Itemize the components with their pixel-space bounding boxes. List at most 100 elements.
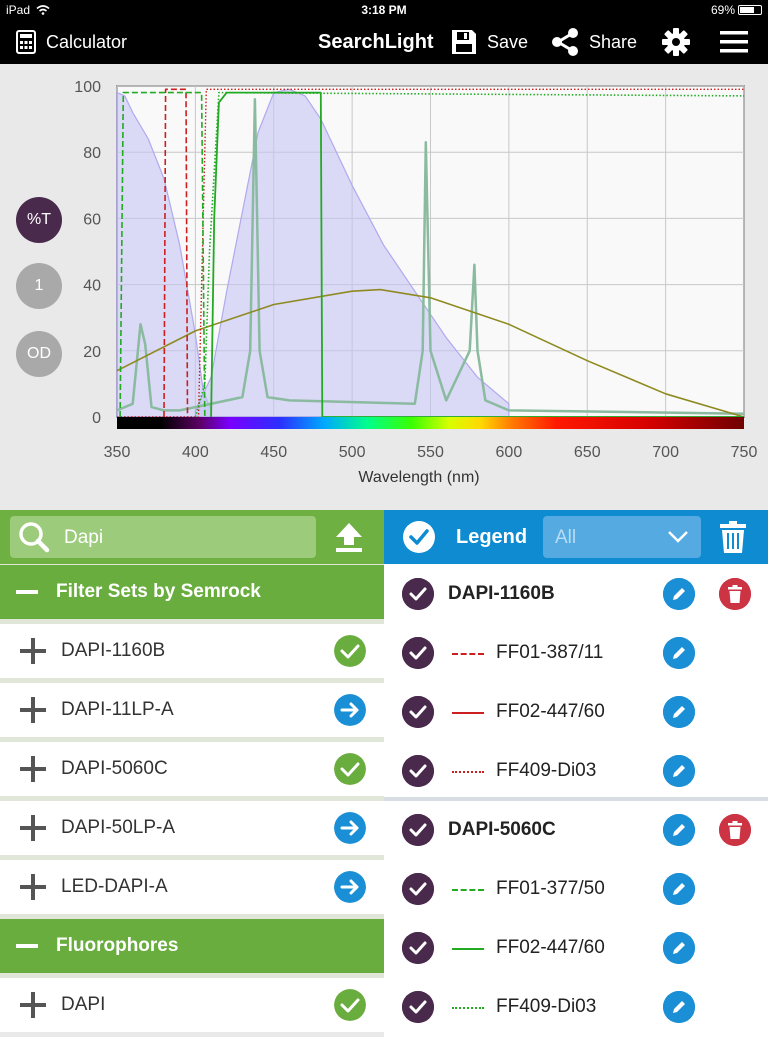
gear-icon <box>662 28 690 56</box>
legend-header: Legend All <box>384 510 768 564</box>
result-row[interactable]: DAPI-1160B <box>0 624 384 678</box>
line-style-swatch <box>452 889 484 891</box>
x-tick-label: 550 <box>417 444 444 461</box>
edit-pencil-icon[interactable] <box>663 814 695 846</box>
arrow-right-icon[interactable] <box>334 871 366 903</box>
expand-icon[interactable] <box>20 992 46 1018</box>
legend-item-label: FF02-447/60 <box>496 701 605 722</box>
delete-trash-icon[interactable] <box>719 578 751 610</box>
visibility-check-icon[interactable] <box>402 755 434 787</box>
series-blackbody <box>116 288 745 418</box>
normalized-mode-button[interactable]: 1 <box>16 263 62 309</box>
spectrum-chart[interactable]: 350 400 450 500 550 600 650 700 750 0 20 40 60 80 100… <box>0 64 768 510</box>
visibility-check-icon[interactable] <box>402 578 434 610</box>
transmission-mode-button[interactable]: %T <box>16 197 62 243</box>
legend-item-row: FF02-447/60 <box>384 683 768 742</box>
series-green-dashed <box>119 91 206 418</box>
edit-pencil-icon[interactable] <box>663 932 695 964</box>
result-row[interactable]: DAPI-11LP-A <box>0 683 384 737</box>
x-tick-label: 350 <box>104 444 131 461</box>
od-mode-button[interactable]: OD <box>16 331 62 377</box>
expand-icon[interactable] <box>20 874 46 900</box>
save-label: Save <box>487 31 529 52</box>
visibility-check-icon[interactable] <box>402 637 434 669</box>
wifi-icon <box>36 5 50 15</box>
legend-item-row: FF01-377/50 <box>384 860 768 919</box>
search-icon <box>19 522 50 553</box>
edit-pencil-icon[interactable] <box>663 991 695 1023</box>
clock: 3:18 PM <box>361 3 407 17</box>
result-label: DAPI-5060C <box>61 758 168 779</box>
calculator-button[interactable]: Calculator <box>16 20 127 64</box>
share-icon <box>552 28 578 56</box>
search-input[interactable]: Dapi <box>10 516 316 558</box>
visibility-check-icon[interactable] <box>402 814 434 846</box>
result-label: LED-DAPI-A <box>61 876 168 897</box>
result-row[interactable]: DAPI-50LP-A <box>0 801 384 855</box>
legend-set-name: DAPI-5060C <box>448 819 556 840</box>
edit-pencil-icon[interactable] <box>663 637 695 669</box>
upload-button[interactable] <box>334 521 364 553</box>
visibility-check-icon[interactable] <box>402 932 434 964</box>
legend-filter-dropdown[interactable]: All <box>543 516 701 558</box>
visibility-check-icon[interactable] <box>402 696 434 728</box>
legend-item-label: FF409-Di03 <box>496 996 597 1017</box>
x-tick-label: 500 <box>339 444 366 461</box>
group-header[interactable]: Fluorophores <box>0 919 384 973</box>
group-title: Fluorophores <box>56 935 179 956</box>
chevron-down-icon <box>668 531 688 543</box>
y-tick-label: 40 <box>83 278 101 295</box>
legend-item-label: FF01-387/11 <box>496 642 604 663</box>
search-results-panel: Dapi Filter Sets by Semrock DAPI-1160B DAP… <box>0 510 384 1032</box>
save-button[interactable]: Save <box>450 20 528 64</box>
arrow-right-icon[interactable] <box>334 812 366 844</box>
share-button[interactable]: Share <box>550 20 637 64</box>
battery-indicator: 69% <box>711 3 762 17</box>
legend-set-row: DAPI-5060C <box>384 801 768 860</box>
legend-panel: Legend All DAPI-1160B FF01-387/11 FF02-447… <box>384 510 768 1037</box>
result-label: DAPI <box>61 994 106 1015</box>
result-row[interactable]: DAPI-5060C <box>0 742 384 796</box>
series-green-dotted <box>194 91 745 418</box>
x-tick-label: 700 <box>652 444 679 461</box>
collapse-icon <box>16 590 38 594</box>
arrow-right-icon[interactable] <box>334 694 366 726</box>
menu-button[interactable] <box>720 20 748 64</box>
expand-icon[interactable] <box>20 756 46 782</box>
result-row[interactable]: LED-DAPI-A <box>0 860 384 914</box>
edit-pencil-icon[interactable] <box>663 696 695 728</box>
result-label: DAPI-50LP-A <box>61 817 176 838</box>
expand-icon[interactable] <box>20 697 46 723</box>
series-red-dotted <box>117 88 744 418</box>
line-style-swatch <box>452 712 484 714</box>
delete-trash-icon[interactable] <box>719 814 751 846</box>
added-check-icon[interactable] <box>334 989 366 1021</box>
added-check-icon[interactable] <box>334 635 366 667</box>
x-tick-label: 600 <box>496 444 523 461</box>
delete-all-button[interactable] <box>720 521 746 553</box>
line-style-swatch <box>452 948 484 950</box>
group-header[interactable]: Filter Sets by Semrock <box>0 565 384 619</box>
y-tick-labels: 0 20 40 60 80 100 <box>74 79 101 427</box>
legend-title: Legend <box>456 526 528 548</box>
share-label: Share <box>589 31 638 52</box>
x-tick-labels: 350 400 450 500 550 600 650 700 750 <box>104 444 758 461</box>
expand-icon[interactable] <box>20 815 46 841</box>
visibility-check-icon[interactable] <box>402 991 434 1023</box>
select-all-checkbox[interactable] <box>402 520 436 554</box>
edit-pencil-icon[interactable] <box>663 578 695 610</box>
visibility-check-icon[interactable] <box>402 873 434 905</box>
x-tick-label: 750 <box>731 444 758 461</box>
legend-item-label: FF01-377/50 <box>496 878 605 899</box>
line-style-swatch <box>452 771 484 773</box>
result-label: DAPI-1160B <box>61 640 166 661</box>
added-check-icon[interactable] <box>334 753 366 785</box>
edit-pencil-icon[interactable] <box>663 755 695 787</box>
legend-item-row: FF02-447/60 <box>384 919 768 978</box>
calculator-icon <box>16 30 36 54</box>
expand-icon[interactable] <box>20 638 46 664</box>
result-row[interactable]: DAPI <box>0 978 384 1032</box>
series-red-dashed <box>163 88 189 418</box>
edit-pencil-icon[interactable] <box>663 873 695 905</box>
settings-button[interactable] <box>662 20 690 64</box>
